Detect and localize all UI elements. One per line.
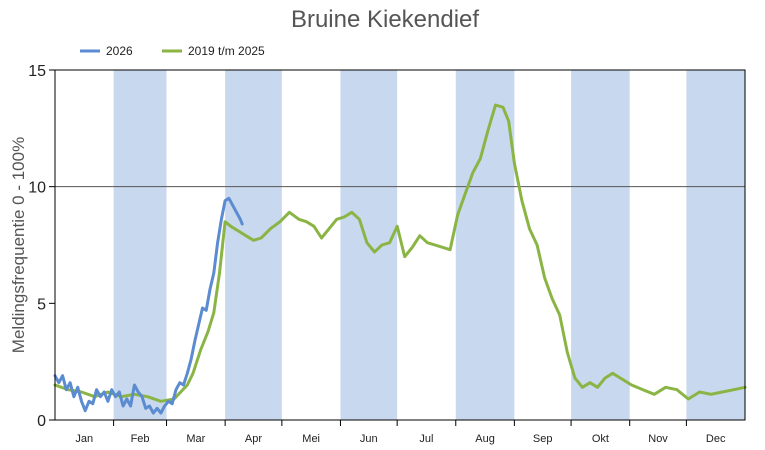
x-tick-label: Mei bbox=[302, 433, 320, 445]
chart-title: Bruine Kiekendief bbox=[291, 6, 479, 33]
x-tick-label: Nov bbox=[648, 433, 668, 445]
series-line-2026 bbox=[53, 196, 244, 415]
plot-lines bbox=[53, 103, 747, 415]
legend-label-2026: 2026 bbox=[106, 44, 133, 58]
plot-frame bbox=[54, 69, 746, 421]
x-tick-label: Dec bbox=[706, 433, 726, 445]
y-tick-label: 0 bbox=[37, 413, 46, 430]
x-tick-label: Okt bbox=[592, 433, 609, 445]
band-okt bbox=[571, 70, 630, 420]
y-tick-label: 15 bbox=[28, 63, 46, 80]
x-tick-label: Apr bbox=[245, 433, 262, 445]
x-tick-label: Feb bbox=[131, 433, 150, 445]
legend: 2026 2019 t/m 2025 bbox=[80, 44, 265, 58]
x-tick-label: Sep bbox=[533, 433, 553, 445]
y-tick-label: 10 bbox=[28, 180, 46, 197]
x-axis: Jan Feb Mar Apr Mei Jun Jul Aug Sep Okt Nov Dec bbox=[75, 420, 726, 445]
band-aug bbox=[455, 70, 515, 420]
band-dec bbox=[686, 70, 745, 420]
x-tick-label: Aug bbox=[475, 433, 495, 445]
x-tick-label: Jun bbox=[360, 433, 378, 445]
y-tick-label: 5 bbox=[37, 296, 46, 313]
legend-label-history: 2019 t/m 2025 bbox=[188, 44, 265, 58]
band-apr bbox=[225, 70, 282, 420]
series-line-history bbox=[53, 103, 747, 403]
x-tick-label: Mar bbox=[186, 433, 205, 445]
month-bands bbox=[113, 70, 745, 420]
band-feb bbox=[113, 70, 167, 420]
x-tick-label: Jul bbox=[419, 433, 433, 445]
y-axis: 0 5 10 15 bbox=[28, 63, 55, 430]
x-tick-label: Jan bbox=[75, 433, 93, 445]
y-axis-label: Meldingsfrequentie 0 - 100% bbox=[9, 137, 28, 353]
